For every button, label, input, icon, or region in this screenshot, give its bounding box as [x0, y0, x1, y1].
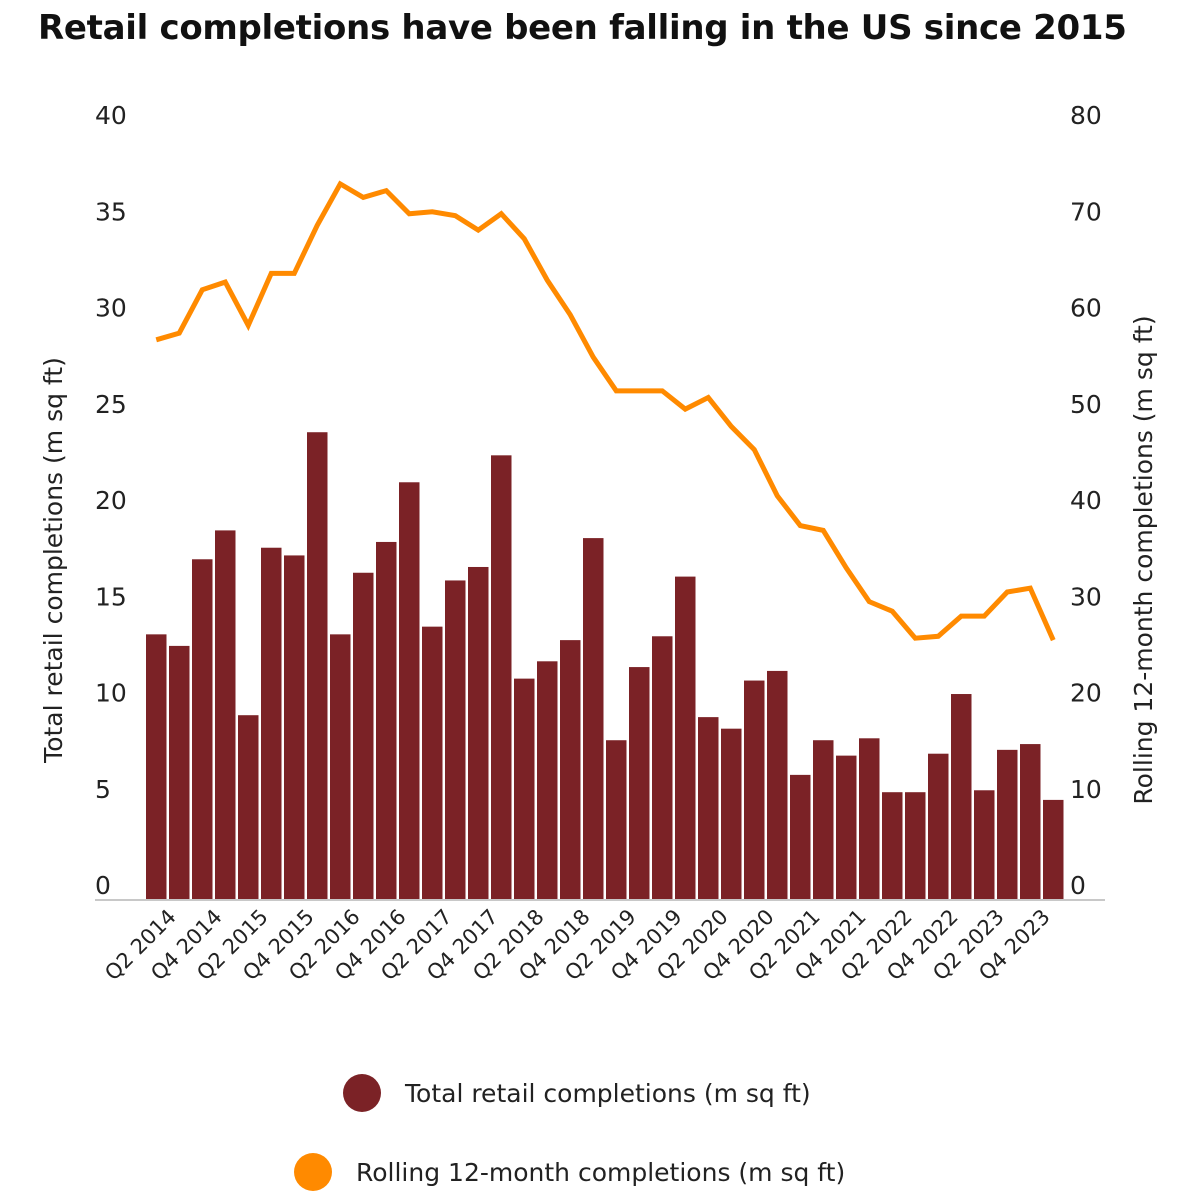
bar-q2-2023 — [997, 749, 1018, 900]
bar-q1-2019 — [606, 740, 627, 900]
left-tick-label: 20 — [95, 486, 127, 515]
bar-q3-2022 — [928, 753, 949, 900]
bar-series — [146, 432, 1064, 900]
bar-q1-2016 — [330, 634, 351, 900]
bar-q4-2016 — [399, 482, 420, 900]
bar-q2-2015 — [261, 547, 282, 900]
legend-swatch-bars — [343, 1074, 381, 1112]
bar-q2-2021 — [813, 740, 834, 900]
right-tick-label: 30 — [1070, 582, 1102, 611]
right-tick-label: 60 — [1070, 294, 1102, 323]
bar-q1-2020 — [698, 717, 719, 900]
legend-swatch-line — [294, 1153, 332, 1191]
bar-q2-2022 — [905, 792, 926, 900]
right-tick-label: 80 — [1070, 101, 1102, 130]
right-tick-label: 20 — [1070, 679, 1102, 708]
bar-q3-2015 — [284, 555, 305, 900]
left-tick-label: 35 — [95, 197, 127, 226]
bar-q4-2018 — [583, 538, 604, 900]
rolling-line — [155, 180, 1056, 642]
bar-q1-2017 — [422, 626, 443, 900]
left-tick-label: 0 — [95, 871, 111, 900]
bar-q3-2021 — [836, 755, 857, 900]
bar-q3-2023 — [1020, 744, 1041, 900]
bar-q2-2017 — [445, 580, 466, 900]
bar-q3-2019 — [652, 636, 673, 900]
right-tick-label: 0 — [1070, 871, 1086, 900]
bar-q4-2020 — [767, 670, 788, 900]
left-tick-label: 10 — [95, 679, 127, 708]
left-tick-label: 30 — [95, 294, 127, 323]
bar-q3-2017 — [468, 566, 489, 900]
left-tick-label: 25 — [95, 390, 127, 419]
left-tick-label: 40 — [95, 101, 127, 130]
bar-q1-2018 — [514, 678, 535, 900]
right-tick-label: 10 — [1070, 775, 1102, 804]
bar-q3-2014 — [192, 559, 213, 900]
bar-q2-2016 — [353, 572, 374, 900]
right-axis-title: Rolling 12-month completions (m sq ft) — [1129, 315, 1158, 804]
right-tick-label: 50 — [1070, 390, 1102, 419]
bar-q2-2019 — [629, 667, 650, 900]
bar-q2-2020 — [721, 728, 742, 900]
bar-q1-2022 — [882, 792, 903, 900]
bar-q2-2018 — [537, 661, 558, 900]
legend-label-bars: Total retail completions (m sq ft) — [405, 1078, 811, 1108]
right-tick-label: 70 — [1070, 197, 1102, 226]
bar-q4-2022 — [951, 694, 972, 900]
bar-q3-2018 — [560, 640, 581, 900]
bar-q3-2020 — [744, 680, 765, 900]
bar-q4-2017 — [491, 455, 512, 900]
chart-title: Retail completions have been falling in … — [38, 8, 1127, 48]
left-axis-ticks: 0 5 10 15 20 25 30 35 40 — [95, 101, 127, 900]
bar-q1-2021 — [790, 774, 811, 900]
bar-q4-2023 — [1043, 799, 1064, 900]
bar-q4-2019 — [675, 576, 696, 900]
right-axis-ticks: 0 10 20 30 40 50 60 70 80 — [1070, 101, 1102, 900]
left-tick-label: 5 — [95, 775, 111, 804]
legend-item-bars: Total retail completions (m sq ft) — [343, 1074, 811, 1112]
bar-q3-2016 — [376, 541, 397, 900]
legend-item-line: Rolling 12-month completions (m sq ft) — [294, 1153, 845, 1191]
bar-q4-2014 — [215, 530, 236, 900]
bar-q4-2021 — [859, 738, 880, 900]
bar-q1-2014 — [146, 634, 167, 900]
left-axis-title: Total retail completions (m sq ft) — [39, 357, 68, 764]
bar-q2-2014 — [169, 645, 190, 900]
bar-q4-2015 — [307, 432, 328, 900]
right-tick-label: 40 — [1070, 486, 1102, 515]
bar-q1-2023 — [974, 790, 995, 900]
bar-q1-2015 — [238, 715, 259, 900]
left-tick-label: 15 — [95, 582, 127, 611]
legend-label-line: Rolling 12-month completions (m sq ft) — [356, 1157, 846, 1187]
line-series — [155, 180, 1056, 642]
